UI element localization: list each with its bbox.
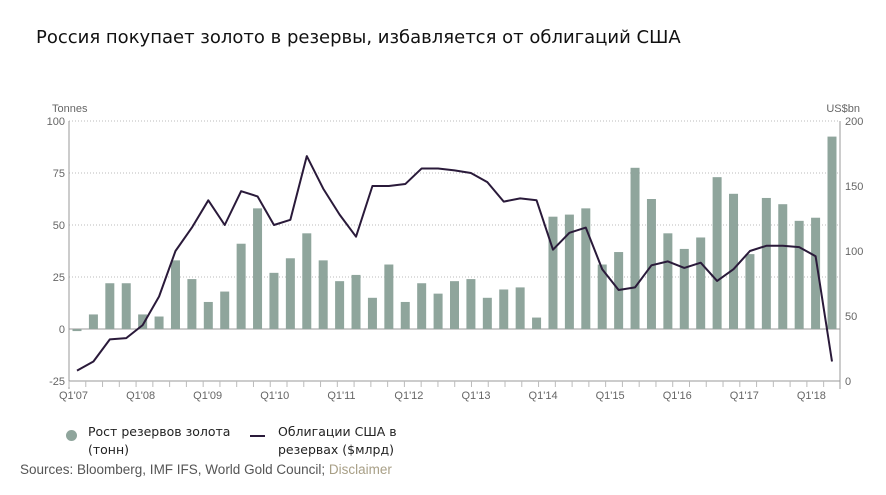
bar [253, 208, 263, 329]
legend-line-swatch [250, 435, 265, 437]
bar [187, 279, 197, 329]
right-tick-label: 200 [845, 116, 863, 128]
bar [532, 317, 542, 329]
legend-bars-label: Рост резервов золота (тонн) [88, 424, 231, 457]
right-tick-label: 100 [845, 246, 863, 258]
x-tick-label: Q1'10 [260, 390, 289, 402]
bar [318, 260, 328, 329]
bar [269, 272, 279, 329]
left-axis-label: Tonnes [52, 103, 88, 115]
bar [778, 204, 788, 329]
legend-line-label: Облигации США в резервах ($млрд) [278, 424, 397, 457]
right-tick-label: 0 [845, 376, 851, 388]
legend-bar-swatch [66, 430, 77, 441]
bar [646, 199, 656, 329]
bar [220, 291, 230, 329]
axes: -25 0 25 50 75 100 0 50 100 150 200 Q1'07 Q1'08 Q1'09… [47, 116, 864, 402]
x-tick-label: Q1'14 [529, 390, 558, 402]
x-tick-label: Q1'09 [193, 390, 222, 402]
bar [417, 283, 427, 329]
bar [745, 254, 755, 329]
bar [811, 217, 821, 329]
bar [170, 260, 180, 329]
bar [761, 197, 771, 329]
bar [105, 283, 115, 329]
bar [630, 167, 640, 329]
bar-series [72, 136, 837, 332]
bar [154, 316, 164, 329]
bar [466, 279, 476, 329]
bar [794, 220, 804, 329]
chart-title: Россия покупает золото в резервы, избавл… [36, 27, 681, 48]
left-tick-label: 0 [59, 324, 65, 336]
bar [88, 314, 98, 329]
left-tick-label: 75 [53, 168, 65, 180]
bar [548, 216, 558, 329]
bar [302, 233, 312, 329]
bar [499, 289, 509, 329]
disclaimer-link[interactable]: Disclaimer [328, 462, 392, 477]
bar [712, 177, 722, 329]
right-tick-label: 50 [845, 311, 857, 323]
left-tick-label: 100 [47, 116, 65, 128]
x-tick-label: Q1'08 [126, 390, 155, 402]
left-tick-label: 50 [53, 220, 65, 232]
bar [679, 248, 689, 329]
bar [138, 314, 148, 329]
right-tick-label: 150 [845, 181, 863, 193]
x-tick-label: Q1'12 [394, 390, 423, 402]
bar [203, 301, 213, 329]
bar [400, 301, 410, 329]
bar [433, 293, 443, 329]
bonds-line [76, 155, 833, 372]
bar [729, 193, 739, 329]
left-tick-label: -25 [49, 376, 65, 388]
bar [72, 329, 82, 332]
bar [384, 264, 394, 329]
bar [335, 281, 345, 329]
bar [581, 208, 591, 329]
bar [236, 243, 246, 329]
sources-note: Sources: Bloomberg, IMF IFS, World Gold … [20, 462, 392, 477]
bar [663, 233, 673, 329]
right-axis-label: US$bn [826, 103, 860, 115]
line-series [76, 155, 833, 372]
bar [351, 274, 361, 329]
bar [450, 281, 459, 329]
x-tick-label: Q1'18 [797, 390, 826, 402]
bar [827, 136, 837, 329]
x-tick-label: Q1'15 [596, 390, 625, 402]
x-tick-label: Q1'07 [59, 390, 88, 402]
x-tick-label: Q1'13 [461, 390, 490, 402]
bar [696, 237, 706, 329]
bar [597, 264, 607, 329]
x-tick-label: Q1'16 [663, 390, 692, 402]
sources-text: Sources: Bloomberg, IMF IFS, World Gold … [20, 462, 329, 477]
bar [285, 258, 295, 329]
bar [121, 283, 131, 329]
x-tick-label: Q1'17 [730, 390, 759, 402]
left-tick-label: 25 [53, 272, 65, 284]
bar [515, 287, 525, 329]
bar [482, 297, 492, 329]
x-tick-label: Q1'11 [327, 390, 355, 402]
bar [367, 297, 377, 329]
bar [564, 214, 574, 329]
